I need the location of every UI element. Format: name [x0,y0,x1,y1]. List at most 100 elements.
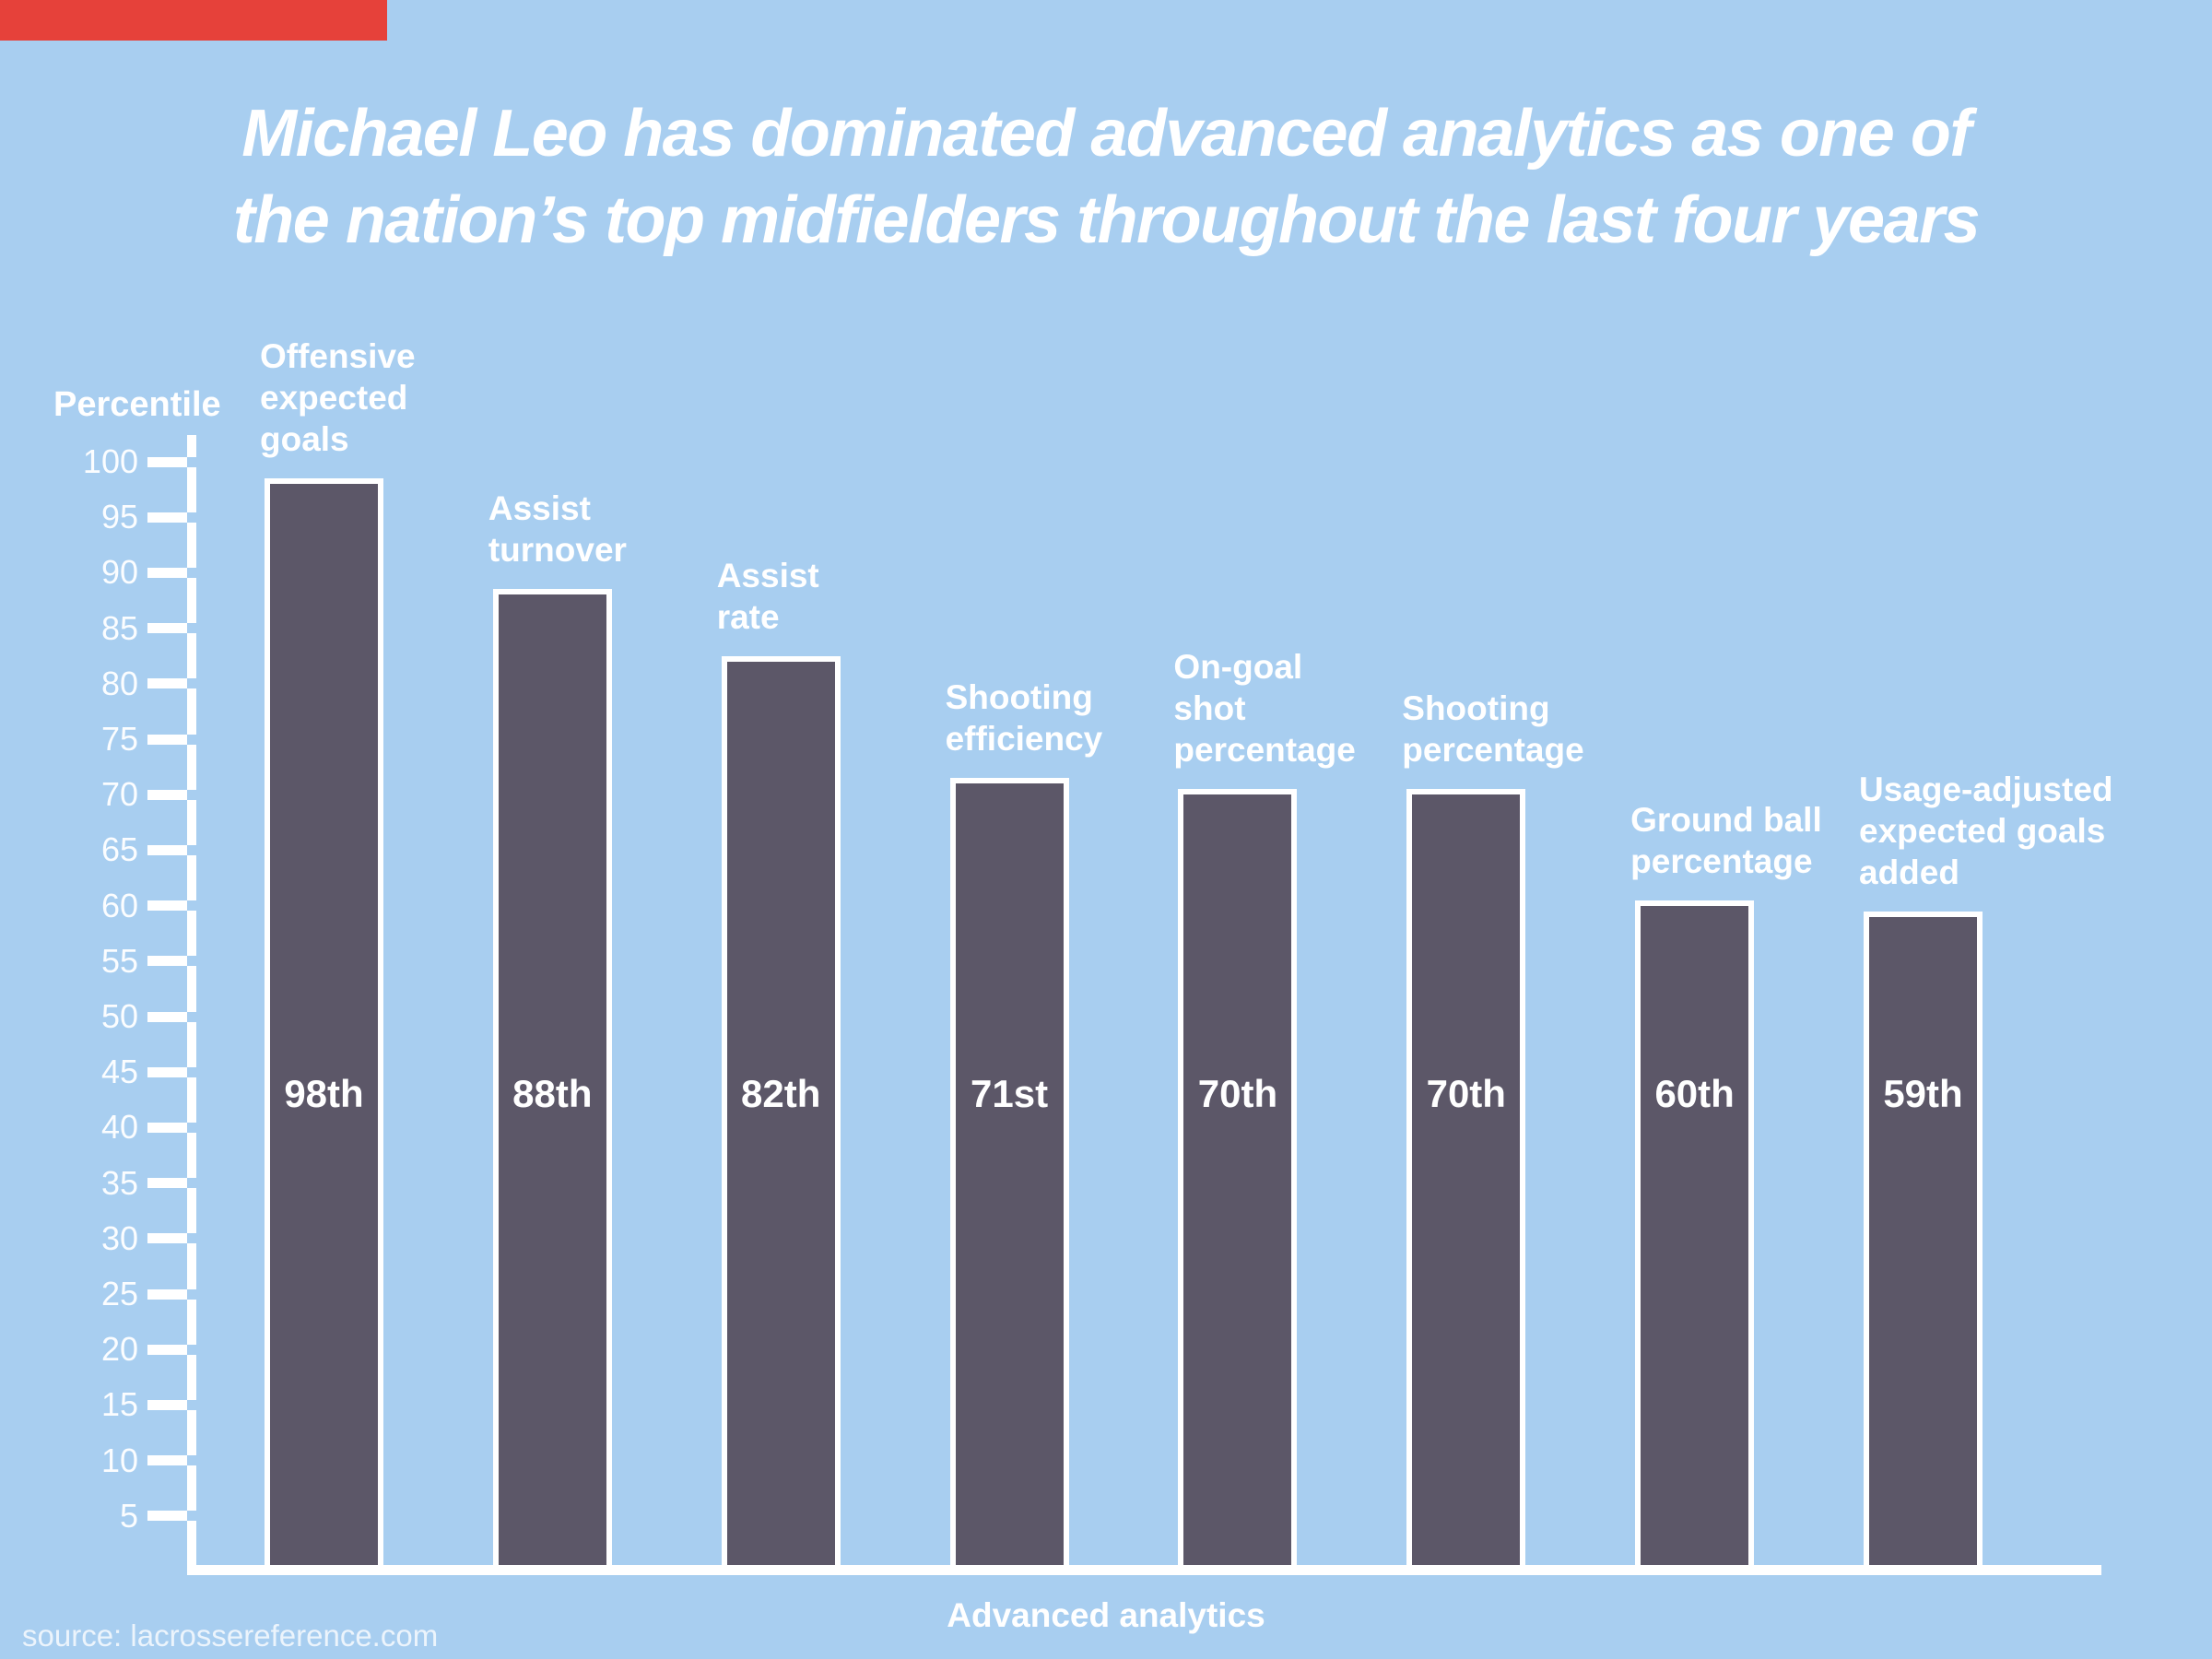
bar-value-assist-turnover: 88th [512,1071,593,1115]
y-axis-tick-60 [147,900,187,912]
bar-value-shooting-efficiency: 71st [971,1071,1049,1115]
y-axis-line [187,435,196,1575]
y-axis-tick-label-20: 20 [100,1330,138,1369]
y-axis-line-gap [187,1122,196,1133]
bar-value-shooting-percentage: 70th [1426,1071,1506,1115]
y-axis-tick-45 [147,1066,187,1077]
bar-label-line: goals [260,420,349,459]
y-axis-tick-80 [147,678,187,689]
y-axis-tick-label-45: 45 [100,1053,138,1091]
y-axis-tick-label-25: 25 [100,1275,138,1312]
bar-label-line: percentage [1402,731,1584,770]
bar-label-assist-rate: Assist rate [717,555,1021,638]
y-axis-tick-label-5: 5 [119,1496,138,1535]
bar-assist-turnover: 88th [492,589,612,1565]
y-axis-line-gap [187,1233,196,1244]
y-axis-tick-label-65: 65 [100,830,138,869]
bar-value-offensive-expected-goals: 98th [284,1071,364,1115]
y-axis-tick-label-90: 90 [100,553,138,592]
y-axis-line-gap [187,844,196,855]
y-axis-tick-label-75: 75 [100,720,138,758]
bar-label-line: turnover [488,531,627,570]
y-axis-tick-55 [147,956,187,967]
y-axis-tick-75 [147,734,187,745]
y-axis-line-gap [187,1455,196,1466]
bar-label-line: expected goals [1859,811,2106,850]
y-axis-line-gap [187,956,196,967]
x-axis-line [187,1565,2101,1575]
y-axis-tick-25 [147,1288,187,1300]
y-axis-line-gap [187,1288,196,1300]
chart-title-line-2: the nation’s top midfielders throughout … [232,183,1981,257]
y-axis-tick-label-35: 35 [100,1163,138,1202]
bar-label-line: Usage-adjusted [1859,770,2113,808]
bar-on-goal-shot-percentage: 70th [1178,789,1298,1565]
bar-assist-rate: 82th [721,655,841,1565]
y-axis-tick-20 [147,1344,187,1355]
y-axis-line-gap [187,512,196,523]
bar-label-on-goal-shot-percentage: On-goal shot percentage [1173,646,1477,771]
bar-label-line: added [1859,853,1959,891]
bar-shooting-efficiency: 71st [949,778,1069,1565]
y-axis-tick-label-30: 30 [100,1218,138,1257]
y-axis-line-gap [187,1344,196,1355]
y-axis-tick-label-95: 95 [100,498,138,536]
bar-label-assist-turnover: Assist turnover [488,488,793,571]
bar-offensive-expected-goals: 98th [265,478,383,1565]
y-axis-tick-label-60: 60 [100,886,138,924]
y-axis-line-gap [187,789,196,800]
bar-label-ground-ball-percentage: Ground ball percentage [1630,799,1935,882]
y-axis-tick-5 [147,1511,187,1522]
bar-label-offensive-expected-goals: Offensive expected goals [260,335,564,460]
y-axis-tick-10 [147,1455,187,1466]
y-axis-title: Percentile [53,385,221,424]
y-axis-tick-label-55: 55 [100,941,138,980]
y-axis-line-gap [187,1511,196,1522]
y-axis-tick-85 [147,623,187,634]
y-axis-tick-label-40: 40 [100,1108,138,1147]
y-axis-line-gap [187,456,196,467]
y-axis-line-gap [187,567,196,578]
y-axis-tick-label-100: 100 [82,442,138,480]
bar-label-line: Shooting [945,678,1093,717]
y-axis-line-gap [187,734,196,745]
chart-title: Michael Leo has dominated advanced analy… [0,90,2212,264]
bar-value-assist-rate: 82th [741,1071,821,1115]
bar-label-shooting-percentage: Shooting percentage [1402,688,1706,771]
y-axis-tick-100 [147,456,187,467]
brand-red-tab [0,0,387,41]
y-axis-tick-30 [147,1233,187,1244]
y-axis-tick-15 [147,1399,187,1410]
y-axis-line-gap [187,678,196,689]
bar-label-usage-adjusted-expected-goals-added: Usage-adjusted expected goals added [1859,769,2163,893]
bar-ground-ball-percentage: 60th [1635,900,1755,1565]
y-axis-tick-label-85: 85 [100,608,138,647]
y-axis-tick-label-15: 15 [100,1385,138,1424]
bar-label-shooting-efficiency: Shooting efficiency [946,677,1250,759]
y-axis-tick-label-70: 70 [100,775,138,814]
y-axis-tick-40 [147,1122,187,1133]
y-axis-line-gap [187,1399,196,1410]
y-axis-line-gap [187,1011,196,1022]
y-axis-tick-70 [147,789,187,800]
bar-label-line: rate [716,597,780,636]
bar-value-ground-ball-percentage: 60th [1654,1071,1735,1115]
y-axis-tick-label-50: 50 [100,997,138,1035]
bar-value-usage-adjusted-expected-goals-added: 59th [1883,1071,1963,1115]
y-axis-tick-50 [147,1011,187,1022]
bar-label-line: shot [1173,689,1246,728]
y-axis-tick-90 [147,567,187,578]
chart-title-line-1: Michael Leo has dominated advanced analy… [241,97,1971,171]
bar-label-line: Assist [716,556,819,594]
bar-label-line: percentage [1173,731,1356,770]
y-axis-tick-95 [147,512,187,523]
bar-label-line: Ground ball [1630,800,1822,839]
bar-label-line: efficiency [945,720,1103,759]
y-axis-line-gap [187,623,196,634]
y-axis-tick-35 [147,1178,187,1189]
bar-label-line: percentage [1630,841,1813,880]
x-axis-title: Advanced analytics [947,1596,1265,1634]
bar-label-line: Offensive [260,337,416,376]
y-axis-line-gap [187,1178,196,1189]
